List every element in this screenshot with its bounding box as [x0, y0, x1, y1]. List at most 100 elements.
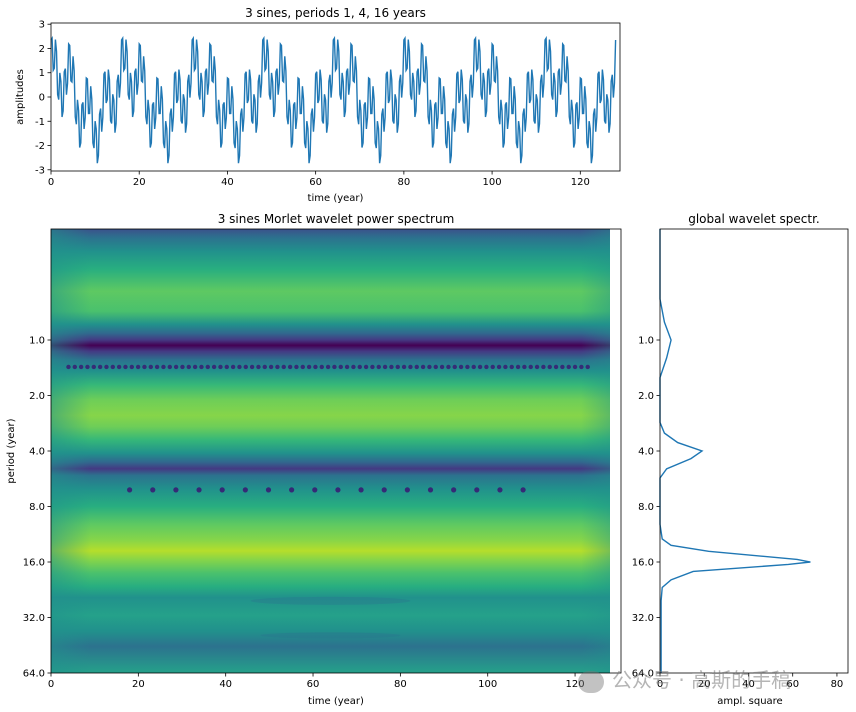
global-spectrum-ytick-label: 16.0	[632, 558, 654, 569]
watermark: 公众号 · 高斯的手稿	[578, 664, 791, 693]
wavelet-trough-mark	[408, 364, 413, 370]
wavelet-panel: 3 sines Morlet wavelet power spectrum 0 2…	[6, 212, 622, 707]
wavelet-trough-mark	[78, 364, 84, 370]
wavelet-xtick-label: 60	[307, 679, 320, 690]
timeseries-ytick-label: 3	[39, 20, 45, 31]
wavelet-trough-mark	[585, 364, 590, 370]
wavelet-trough-mark	[256, 364, 261, 370]
wavelet-trough-mark	[439, 364, 445, 370]
wavelet-trough-mark	[509, 364, 514, 370]
timeseries-ytick-label: -3	[35, 165, 45, 176]
wavelet-trough-mark	[199, 364, 204, 370]
wavelet-trough-mark	[167, 364, 172, 370]
wavelet-xlabel: time (year)	[308, 696, 364, 707]
wavelet-trough-mark	[161, 364, 166, 370]
wavelet-xtick-label: 80	[394, 679, 407, 690]
wavelet-trough-mark	[135, 364, 141, 370]
wavelet-trough-mark	[579, 364, 584, 370]
timeseries-xtick-label: 100	[483, 177, 502, 188]
global-spectrum-line	[659, 229, 811, 673]
wavelet-trough-mark	[110, 364, 115, 370]
wavelet-ytick-label: 64.0	[23, 669, 45, 680]
global-spectrum-xtick-label: 40	[742, 679, 755, 690]
timeseries-xlabel: time (year)	[308, 193, 364, 204]
timeseries-ylabel: amplitudes	[15, 69, 26, 125]
wavelet-trough-mark	[211, 364, 217, 370]
wavelet-trough-mark	[325, 364, 331, 370]
global-spectrum-xtick-label: 20	[698, 679, 711, 690]
wavelet-trough-mark	[123, 364, 128, 370]
wavelet-trough-mark	[294, 364, 299, 370]
wavelet-trough-mark	[458, 364, 464, 370]
wavelet-trough-mark	[186, 364, 191, 370]
wavelet-trough-mark	[237, 364, 242, 370]
wavelet-ylabel: period (year)	[6, 418, 17, 483]
wavelet-trough-mark	[427, 364, 432, 370]
wavelet-trough-mark	[474, 487, 480, 493]
wavelet-trough-mark	[357, 364, 362, 370]
global-spectrum-xlabel: ampl. square	[717, 696, 782, 707]
wavelet-trough-mark	[395, 364, 400, 370]
wavelet-trough-mark	[451, 487, 457, 493]
wavelet-trough-mark	[370, 364, 375, 370]
wavelet-trough-mark	[230, 364, 236, 370]
wavelet-trough-mark	[497, 487, 503, 493]
wavelet-trough-mark	[452, 364, 457, 370]
wavelet-trough-mark	[116, 364, 122, 370]
wavelet-ytick-label: 16.0	[23, 558, 45, 569]
wavelet-ytick-label: 32.0	[23, 613, 45, 624]
global-spectrum-ytick-label: 64.0	[632, 669, 654, 680]
timeseries-ytick-label: -2	[35, 141, 45, 152]
wechat-icon	[578, 670, 604, 693]
wavelet-trough-mark	[218, 364, 223, 370]
wavelet-trough-mark	[91, 364, 96, 370]
timeseries-axes	[50, 22, 621, 172]
wavelet-trough-mark	[205, 364, 210, 370]
wavelet-xtick-label: 20	[132, 679, 145, 690]
wavelet-trough-mark	[465, 364, 470, 370]
wavelet-trough-mark	[249, 364, 255, 370]
wavelet-trough-mark	[541, 364, 546, 370]
wavelet-xtick-label: 0	[48, 679, 54, 690]
wavelet-trough-mark	[572, 364, 578, 370]
wavelet-trough-mark	[503, 364, 508, 370]
wavelet-ripple	[260, 632, 401, 639]
wavelet-ytick-label: 4.0	[29, 447, 45, 458]
timeseries-ytick-label: 0	[39, 93, 45, 104]
wavelet-trough-mark	[224, 364, 229, 370]
wavelet-trough-mark	[358, 487, 364, 493]
wavelet-trough-mark	[129, 364, 134, 370]
wavelet-trough-mark	[534, 364, 540, 370]
timeseries-panel: 3 sines, periods 1, 4, 16 years 0 20 40 60 8…	[15, 6, 621, 204]
global-spectrum-ytick-label: 8.0	[638, 502, 654, 513]
wavelet-trough-mark	[433, 364, 438, 370]
global-spectrum-ticks: 0 20 40 60 80 1.0 2.0 4.0 8.0 16.0 32.0 64.0	[632, 336, 844, 691]
wavelet-ytick-label: 8.0	[29, 502, 45, 513]
wavelet-trough-mark	[528, 364, 533, 370]
wavelet-trough-mark	[300, 364, 305, 370]
wavelet-trough-mark	[173, 364, 179, 370]
wavelet-trough-mark	[281, 364, 286, 370]
wavelet-trough-mark	[401, 364, 407, 370]
wavelet-trough-mark	[547, 364, 552, 370]
wavelet-xtick-label: 120	[566, 679, 585, 690]
wavelet-trough-mark	[243, 364, 248, 370]
wavelet-trough-mark	[268, 364, 274, 370]
wavelet-trough-mark	[404, 487, 410, 493]
wavelet-trough-mark	[319, 364, 324, 370]
wavelet-trough-mark	[446, 364, 451, 370]
wavelet-trough-mark	[289, 487, 295, 493]
wavelet-trough-mark	[275, 364, 280, 370]
wavelet-trough-mark	[560, 364, 565, 370]
timeseries-ytick-label: 1	[39, 68, 45, 79]
wavelet-trough-mark	[414, 364, 419, 370]
timeseries-title: 3 sines, periods 1, 4, 16 years	[245, 6, 426, 20]
wavelet-ripple	[250, 596, 411, 605]
timeseries-xtick-label: 120	[571, 177, 590, 188]
wavelet-trough-mark	[490, 364, 495, 370]
wavelet-xtick-label: 100	[478, 679, 497, 690]
wavelet-trough-mark	[520, 487, 526, 493]
wavelet-trough-mark	[420, 364, 426, 370]
global-spectrum-axes	[659, 228, 849, 674]
